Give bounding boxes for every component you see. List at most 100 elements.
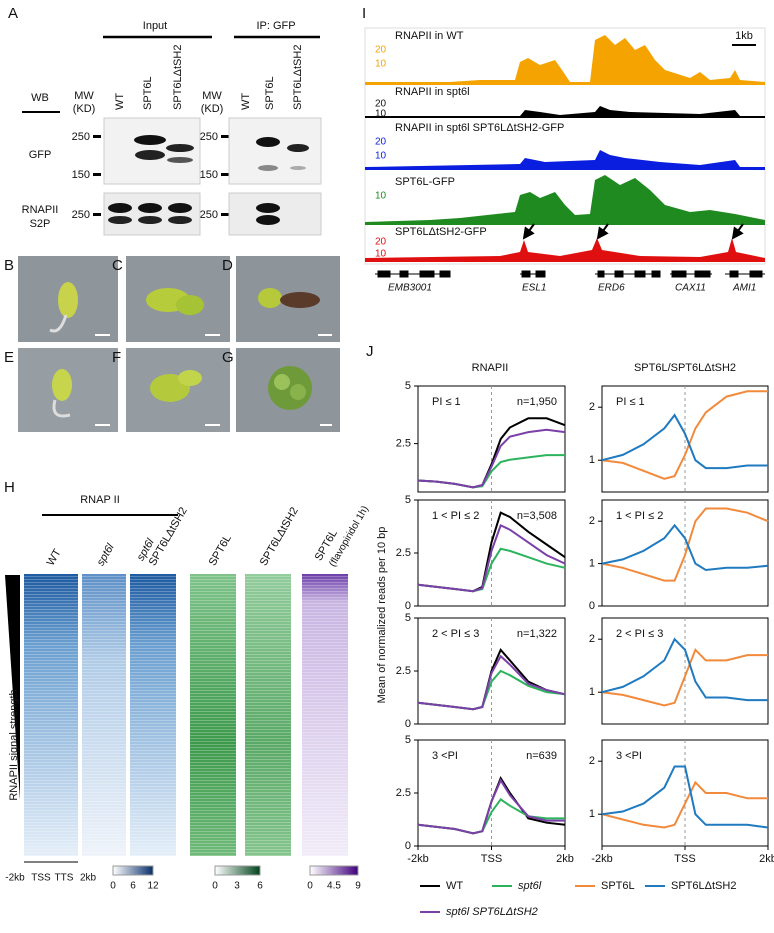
wb-label: WB bbox=[31, 92, 49, 104]
x-tick-label: TTS bbox=[55, 873, 74, 884]
x-tick-label: -2kb bbox=[407, 853, 428, 865]
panel-label: H bbox=[4, 479, 15, 496]
x-tick-label: TSS bbox=[481, 853, 502, 865]
panel-label: G bbox=[222, 349, 234, 366]
legend-label: SPT6LΔtSH2 bbox=[671, 880, 736, 892]
strength-triangle bbox=[5, 575, 20, 800]
y-tick-label: 0 bbox=[589, 600, 595, 612]
legend-label: SPT6L bbox=[601, 880, 635, 892]
track-scale: 10 bbox=[375, 151, 387, 162]
lane-label: SPT6LΔtSH2 bbox=[172, 45, 184, 110]
marker-label: 250 bbox=[200, 209, 218, 221]
track-label: SPT6LΔtSH2-GFP bbox=[395, 226, 487, 238]
y-tick-label: 2 bbox=[589, 401, 595, 413]
group-note: 2 < PI ≤ 3 bbox=[432, 628, 479, 640]
colorbar-label: 0 bbox=[110, 881, 116, 892]
y-label: Mean of normalized reads per 10 bp bbox=[376, 527, 388, 704]
row-label: RNAPII bbox=[22, 204, 59, 216]
group-note: 1 < PI ≤ 2 bbox=[432, 510, 479, 522]
y-tick-label: 1 bbox=[589, 454, 595, 466]
track-signal bbox=[365, 150, 765, 170]
colorbar-label: 6 bbox=[130, 881, 136, 892]
blots bbox=[103, 117, 322, 236]
y-tick-label: 2.5 bbox=[396, 547, 411, 559]
colorbar bbox=[214, 865, 261, 876]
group-label: RNAP II bbox=[80, 494, 120, 506]
y-tick-label: 2.5 bbox=[396, 665, 411, 677]
group-note: 3 <PI bbox=[616, 750, 642, 762]
profile-line bbox=[601, 765, 769, 829]
track-label: RNAPII in spt6l bbox=[395, 86, 470, 98]
y-tick-label: 0 bbox=[405, 600, 411, 612]
gene-label: ESL1 bbox=[522, 283, 546, 294]
x-tick-label: TSS bbox=[674, 853, 695, 865]
group-note: 1 < PI ≤ 2 bbox=[616, 510, 663, 522]
y-tick-label: 0 bbox=[405, 718, 411, 730]
y-tick-label: 2.5 bbox=[396, 438, 411, 450]
y-tick-label: 1 bbox=[589, 558, 595, 570]
column-label: SPT6LΔtSH2 bbox=[258, 505, 301, 568]
track-signal bbox=[365, 175, 765, 225]
colorbar bbox=[309, 865, 359, 876]
profile-line bbox=[601, 523, 769, 572]
lane-label: SPT6LΔtSH2 bbox=[292, 45, 304, 110]
gene-label: ERD6 bbox=[598, 283, 625, 294]
column-label: WT bbox=[45, 547, 64, 568]
marker-label: 250 bbox=[72, 209, 90, 221]
panel-label: I bbox=[362, 5, 366, 22]
panel-label: E bbox=[4, 349, 14, 366]
scale-label: 1kb bbox=[735, 30, 753, 42]
track-label: RNAPII in WT bbox=[395, 30, 464, 42]
y-tick-label: 0 bbox=[405, 840, 411, 852]
marker-label: 250 bbox=[72, 131, 90, 143]
column-label: SPT6L bbox=[207, 533, 234, 568]
track-scale: 10 bbox=[375, 191, 387, 202]
x-tick-label: 2kb bbox=[80, 873, 97, 884]
y-tick-label: 2 bbox=[589, 633, 595, 645]
marker-label: 250 bbox=[200, 131, 218, 143]
legend-label: spt6l bbox=[518, 880, 542, 892]
n-note: n=1,322 bbox=[517, 628, 557, 640]
lane-label: SPT6L bbox=[264, 76, 276, 110]
lane-label: WT bbox=[114, 93, 126, 110]
panel-label: J bbox=[366, 343, 374, 360]
plants bbox=[49, 282, 320, 418]
track-signal bbox=[365, 238, 765, 262]
x-tick-label: 2kb bbox=[759, 853, 774, 865]
mw-label: MW bbox=[74, 90, 94, 102]
profile-line bbox=[417, 428, 566, 489]
group-note: 3 <PI bbox=[432, 750, 458, 762]
gene-label: AMI1 bbox=[732, 283, 756, 294]
y-tick-label: 2.5 bbox=[396, 787, 411, 799]
marker-ticks bbox=[93, 135, 229, 216]
panel-label: D bbox=[222, 257, 233, 274]
panel-label: B bbox=[4, 257, 14, 274]
y-tick-label: 5 bbox=[405, 612, 411, 624]
header: IP: GFP bbox=[256, 20, 295, 32]
lane-label: SPT6L bbox=[142, 76, 154, 110]
track-scale: 20 bbox=[375, 237, 387, 248]
y-tick-label: 2 bbox=[589, 755, 595, 767]
n-note: n=1,950 bbox=[517, 396, 557, 408]
legend-label: spt6l SPT6LΔtSH2 bbox=[446, 906, 538, 918]
track-scale: 10 bbox=[375, 109, 387, 120]
colorbar-label: 6 bbox=[257, 881, 263, 892]
frame bbox=[364, 27, 766, 265]
panel-h: H RNAP II WT spt6l spt6l SPT6LΔtSH2 SPT6… bbox=[4, 479, 371, 892]
x-tick-label: -2kb bbox=[591, 853, 612, 865]
colorbar-label: 12 bbox=[147, 881, 159, 892]
profile-line bbox=[601, 507, 769, 582]
group-note: PI ≤ 1 bbox=[432, 396, 461, 408]
track-signal bbox=[365, 35, 765, 85]
colorbar-label: 0 bbox=[212, 881, 218, 892]
track-scale: 20 bbox=[375, 45, 387, 56]
column-label: spt6l bbox=[95, 541, 117, 568]
mw-label: (KD) bbox=[73, 103, 96, 115]
track-scale: 20 bbox=[375, 99, 387, 110]
track-label: RNAPII in spt6l SPT6LΔtSH2-GFP bbox=[395, 122, 564, 134]
y-tick-label: 5 bbox=[405, 380, 411, 392]
mw-label: (KD) bbox=[201, 103, 224, 115]
y-tick-label: 1 bbox=[589, 686, 595, 698]
x-tick-label: -2kb bbox=[5, 873, 25, 884]
